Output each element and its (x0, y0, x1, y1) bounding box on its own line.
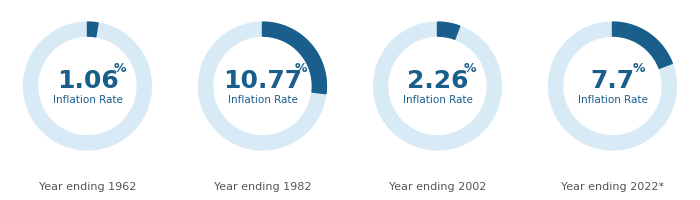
Text: %: % (113, 62, 126, 75)
Text: 1.06: 1.06 (57, 69, 118, 93)
Text: %: % (633, 62, 645, 75)
Text: 10.77: 10.77 (223, 69, 302, 93)
Text: Inflation Rate: Inflation Rate (578, 95, 648, 105)
Text: %: % (295, 62, 307, 75)
Text: Year ending 2002: Year ending 2002 (389, 182, 486, 192)
Polygon shape (88, 22, 98, 37)
Polygon shape (612, 22, 672, 68)
Polygon shape (549, 22, 676, 150)
Text: %: % (463, 62, 476, 75)
Text: Inflation Rate: Inflation Rate (228, 95, 298, 105)
Polygon shape (374, 22, 501, 150)
Text: Inflation Rate: Inflation Rate (402, 95, 472, 105)
Text: Year ending 2022*: Year ending 2022* (561, 182, 664, 192)
Text: Inflation Rate: Inflation Rate (52, 95, 122, 105)
Text: 2.26: 2.26 (407, 69, 468, 93)
Text: 7.7: 7.7 (590, 69, 635, 93)
Text: Year ending 1962: Year ending 1962 (38, 182, 136, 192)
Polygon shape (24, 22, 151, 150)
Polygon shape (262, 22, 326, 94)
Text: Year ending 1982: Year ending 1982 (214, 182, 312, 192)
Polygon shape (438, 22, 460, 39)
Polygon shape (199, 22, 326, 150)
